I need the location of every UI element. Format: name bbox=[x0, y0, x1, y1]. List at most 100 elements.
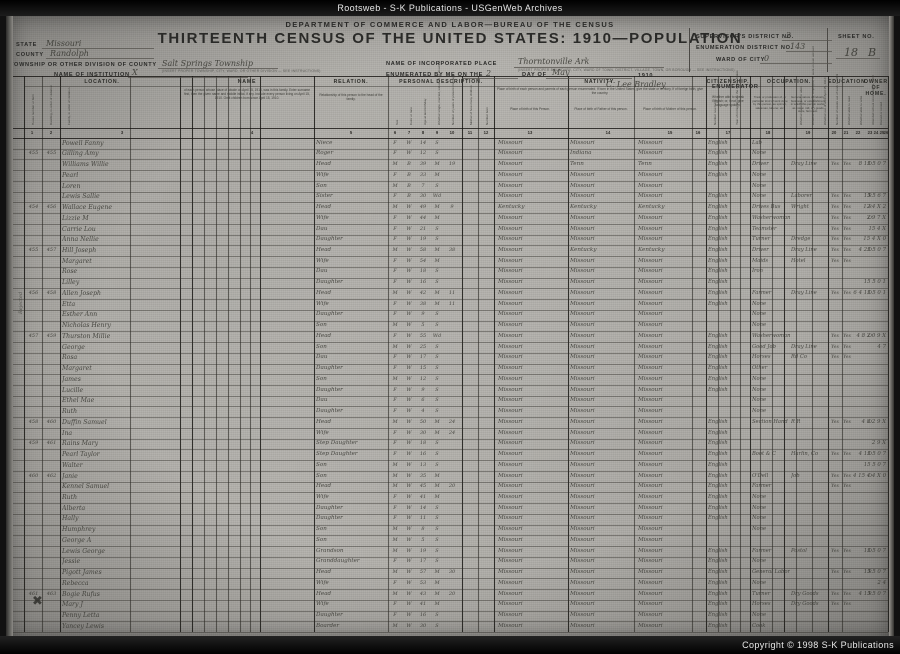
table-cell: Missouri bbox=[638, 182, 663, 189]
table-cell: Yes bbox=[843, 355, 851, 361]
table-cell: W bbox=[406, 408, 412, 415]
archive-watermark-top: Rootsweb - S-K Publications - USGenWeb A… bbox=[0, 0, 900, 16]
table-cell: Dau bbox=[316, 354, 328, 361]
table-cell: 24 bbox=[448, 418, 456, 425]
group-header: NATIVITY. bbox=[584, 79, 616, 85]
table-cell: R bbox=[868, 194, 872, 200]
table-cell: Missouri bbox=[498, 354, 523, 361]
table-cell: 38 bbox=[448, 246, 456, 253]
column-divider bbox=[718, 76, 719, 632]
table-cell: Son bbox=[316, 182, 327, 189]
group-underline bbox=[388, 86, 494, 87]
table-cell: Missouri bbox=[498, 622, 523, 629]
county-label: COUNTY bbox=[16, 52, 44, 58]
table-cell: 33 bbox=[419, 171, 427, 178]
table-cell: Missouri bbox=[638, 150, 663, 157]
group-header: RELATION. bbox=[333, 79, 369, 85]
table-cell: Wife bbox=[316, 300, 329, 307]
table-cell: 2 9 X bbox=[871, 440, 886, 447]
enumerated-label-a: ENUMERATED BY ME ON THE bbox=[386, 72, 484, 78]
table-cell: None bbox=[752, 375, 767, 382]
table-cell: English bbox=[708, 386, 728, 393]
column-divider bbox=[478, 76, 479, 632]
column-number: 2 bbox=[49, 130, 53, 135]
table-cell: W bbox=[406, 461, 412, 468]
supervisor-district-value: 2 bbox=[786, 31, 792, 40]
table-cell: English bbox=[708, 365, 728, 372]
table-cell: Laborer bbox=[791, 193, 813, 200]
table-cell: O bbox=[868, 247, 872, 253]
table-cell: 19 bbox=[419, 547, 427, 554]
table-cell: English bbox=[708, 569, 728, 576]
state-label: STATE bbox=[16, 42, 38, 48]
table-cell: W bbox=[406, 246, 412, 253]
row-rule bbox=[12, 363, 888, 365]
table-cell: Tenn bbox=[638, 161, 652, 168]
column-subhead: of each person whose place of abode on A… bbox=[183, 88, 311, 100]
vertical-column-header: Number of weeks out of work in 1909 bbox=[835, 73, 839, 125]
table-cell: F bbox=[393, 300, 397, 307]
table-cell: Rosa bbox=[62, 354, 78, 362]
table-cell: M bbox=[392, 375, 398, 382]
table-cell: Missouri bbox=[638, 397, 663, 404]
table-cell: W bbox=[406, 365, 412, 372]
row-rule bbox=[12, 342, 888, 344]
table-cell: W bbox=[406, 279, 412, 286]
table-cell: 20 bbox=[448, 483, 456, 490]
table-cell: M bbox=[434, 214, 440, 221]
table-cell: 4 15 4 4 X 0 bbox=[853, 472, 886, 479]
table-cell: M bbox=[434, 171, 440, 178]
table-cell: English bbox=[708, 236, 728, 243]
table-cell: 11 bbox=[419, 515, 427, 522]
table-cell: Kennel Samuel bbox=[62, 483, 110, 491]
table-cell: Missouri bbox=[638, 429, 663, 436]
enumerated-label-b: DAY OF bbox=[522, 72, 547, 78]
row-rule bbox=[12, 213, 888, 215]
row-rule bbox=[12, 191, 888, 193]
table-cell: Duffin Samuel bbox=[62, 418, 107, 426]
table-cell: Granddaughter bbox=[316, 558, 360, 565]
table-cell: English bbox=[708, 257, 728, 264]
enumeration-rule bbox=[786, 51, 832, 52]
table-cell: None bbox=[752, 515, 767, 522]
table-cell: Missouri bbox=[498, 579, 523, 586]
table-cell: F bbox=[393, 193, 397, 200]
group-header: OCCUPATION. bbox=[766, 79, 812, 85]
table-cell: O bbox=[868, 548, 872, 554]
table-cell: S bbox=[435, 139, 439, 146]
table-cell: Missouri bbox=[638, 279, 663, 286]
table-cell: Ethel Mae bbox=[62, 397, 95, 405]
table-cell: Driver bbox=[752, 161, 769, 168]
table-cell: O bbox=[868, 419, 872, 425]
table-cell: Missouri bbox=[570, 354, 595, 361]
table-cell: B bbox=[407, 161, 411, 168]
table-cell: Missouri bbox=[570, 515, 595, 522]
table-cell: 8 15 5 0 7 bbox=[858, 161, 886, 168]
table-cell: F bbox=[393, 493, 397, 500]
table-cell: Yes bbox=[831, 194, 839, 200]
township-value: Salt Springs Township bbox=[162, 59, 253, 68]
table-cell: M bbox=[434, 472, 440, 479]
table-cell: M bbox=[392, 622, 398, 629]
table-cell: W bbox=[406, 483, 412, 490]
ward-rule bbox=[760, 63, 832, 64]
table-cell: F bbox=[393, 451, 397, 458]
table-cell: Grandson bbox=[316, 547, 344, 554]
table-cell: Missouri bbox=[498, 536, 523, 543]
row-rule bbox=[12, 460, 888, 462]
table-cell: 457 bbox=[46, 246, 57, 253]
table-cell: Missouri bbox=[570, 225, 595, 232]
table-cell: S bbox=[435, 536, 439, 543]
column-divider bbox=[228, 76, 229, 632]
table-cell: 460 bbox=[46, 418, 57, 425]
table-cell: Head bbox=[316, 590, 332, 597]
table-cell: S bbox=[435, 311, 439, 318]
table-cell: Missouri bbox=[498, 493, 523, 500]
table-cell: Missouri bbox=[570, 386, 595, 393]
table-cell: M bbox=[392, 461, 398, 468]
table-cell: English bbox=[708, 246, 728, 253]
table-cell: Missouri bbox=[498, 515, 523, 522]
table-cell: F bbox=[393, 504, 397, 511]
table-cell: None bbox=[752, 579, 767, 586]
